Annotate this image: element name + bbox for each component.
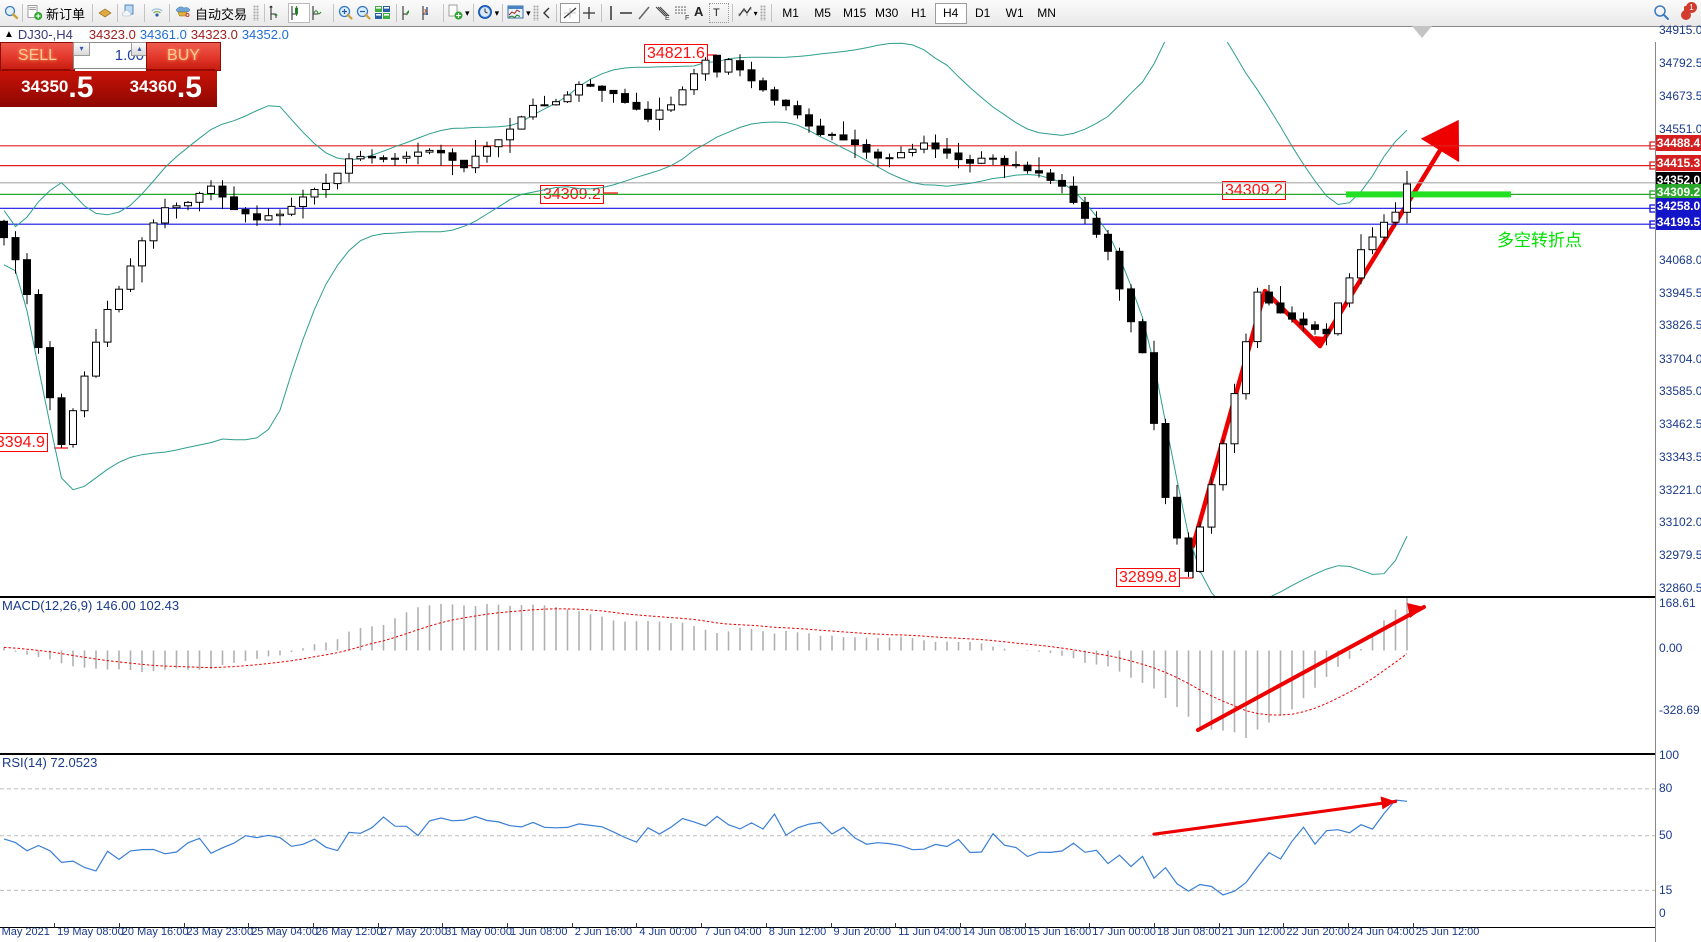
svg-text:E: E — [665, 15, 670, 22]
svg-text:F: F — [685, 15, 689, 22]
svg-text:A: A — [694, 4, 704, 19]
svg-text:T: T — [713, 7, 720, 19]
